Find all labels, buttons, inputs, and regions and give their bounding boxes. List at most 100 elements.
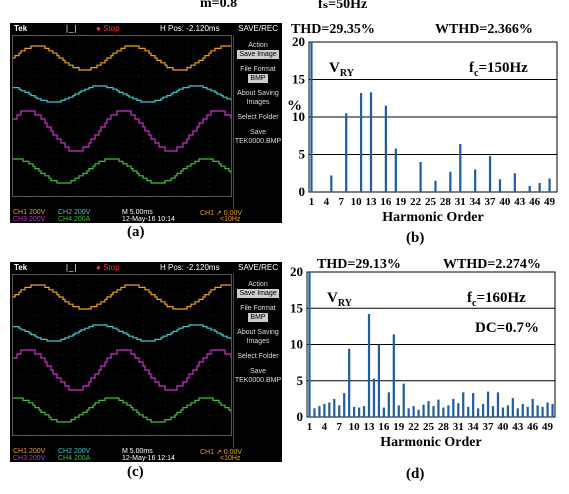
harmonic-bar bbox=[372, 378, 376, 417]
trigger-frequency: <10Hz bbox=[220, 216, 241, 223]
harmonic-bar bbox=[427, 401, 430, 417]
harmonic-bar bbox=[345, 113, 348, 192]
harmonic-bar bbox=[362, 406, 366, 417]
x-tick-label: 16 bbox=[378, 421, 390, 433]
harmonic-bar bbox=[511, 398, 514, 417]
harmonic-bar bbox=[548, 178, 551, 192]
harmonic-bar bbox=[432, 406, 435, 417]
x-tick-label: 28 bbox=[440, 196, 452, 208]
ch2-scale: CH2 200V bbox=[58, 209, 91, 216]
modulation-index: m=0.8 bbox=[200, 0, 238, 11]
harmonic-bar bbox=[318, 406, 321, 417]
harmonic-bar bbox=[526, 406, 529, 417]
harmonic-bar bbox=[402, 383, 405, 417]
y-tick-label: 15 bbox=[292, 72, 306, 87]
y-tick-label: 20 bbox=[290, 264, 303, 279]
x-tick-label: 1 bbox=[309, 196, 315, 208]
harmonic-bar bbox=[481, 403, 485, 417]
harmonic-bar bbox=[467, 406, 470, 417]
harmonic-bar bbox=[333, 398, 336, 417]
stop-indicator: ● Stop bbox=[96, 263, 120, 272]
timestamp: 12-May-16 12:14 bbox=[122, 455, 175, 462]
menu-title: SAVE/REC bbox=[238, 263, 278, 272]
horizontal-position: H Pos: -2.120ms bbox=[160, 263, 220, 272]
x-tick-label: 31 bbox=[453, 421, 464, 433]
harmonic-bar bbox=[343, 393, 346, 417]
x-tick-label: 25 bbox=[423, 421, 435, 433]
menu-action[interactable]: Action Save Image bbox=[237, 281, 279, 298]
harmonic-bar bbox=[546, 402, 549, 417]
x-tick-label: 22 bbox=[408, 421, 420, 433]
menu-select-folder[interactable]: Select Folder bbox=[237, 353, 279, 360]
harmonic-bar bbox=[330, 175, 333, 192]
menu-file-format[interactable]: File Format BMP bbox=[240, 305, 276, 322]
switching-frequency: fₛ=50Hz bbox=[318, 0, 368, 12]
harmonic-bar bbox=[486, 391, 490, 417]
ch1-scale: CH1 200V bbox=[13, 448, 46, 455]
panel-c-label: (c) bbox=[127, 464, 144, 480]
harmonic-bar bbox=[359, 93, 363, 192]
ch1-scale: CH1 200V bbox=[13, 209, 46, 216]
harmonic-bar bbox=[392, 334, 395, 417]
menu-about-saving[interactable]: About Saving Images bbox=[237, 90, 279, 106]
harmonic-bar bbox=[348, 348, 351, 417]
menu-save[interactable]: Save TEK0000.BMP bbox=[234, 129, 282, 145]
scope-a-screen bbox=[12, 35, 232, 197]
harmonic-bar bbox=[477, 408, 480, 417]
y-tick-label: 20 bbox=[292, 34, 305, 49]
harmonic-bar bbox=[496, 392, 500, 417]
x-tick-label: 13 bbox=[366, 196, 378, 208]
harmonic-bar bbox=[528, 186, 531, 192]
menu-file-format[interactable]: File Format BMP bbox=[240, 66, 276, 83]
harmonic-bar bbox=[474, 169, 477, 192]
ch4-scale: CH4 200A bbox=[58, 216, 91, 223]
harmonic-bar bbox=[459, 144, 462, 192]
trigger-level: CH1 ↗ 0.00V bbox=[200, 210, 243, 217]
x-tick-label: 49 bbox=[542, 421, 554, 433]
harmonic-bar bbox=[407, 408, 410, 417]
timestamp: 12-May-16 10:14 bbox=[122, 216, 175, 223]
scope-brand: Tek bbox=[14, 24, 28, 33]
menu-select-folder[interactable]: Select Folder bbox=[237, 114, 279, 121]
trigger-level: CH1 ↗ 0.00V bbox=[200, 449, 243, 456]
x-tick-label: 40 bbox=[499, 196, 511, 208]
ch3-trace bbox=[13, 349, 232, 391]
harmonic-bar bbox=[397, 405, 400, 417]
ch1-trace bbox=[13, 284, 231, 310]
x-tick-label: 49 bbox=[544, 196, 556, 208]
scope-c-topbar: Tek ∣_∣ ● Stop H Pos: -2.120ms SAVE/REC bbox=[10, 262, 282, 274]
wthd-value: WTHD=2.274% bbox=[443, 257, 541, 272]
ch4-trace bbox=[13, 158, 232, 184]
harmonic-bar bbox=[412, 406, 415, 417]
harmonic-bar bbox=[419, 162, 422, 192]
harmonic-bar bbox=[442, 407, 445, 417]
x-tick-label: 19 bbox=[393, 421, 405, 433]
menu-action[interactable]: Action Save Image bbox=[237, 42, 279, 59]
wthd-value: WTHD=2.366% bbox=[435, 22, 533, 37]
x-tick-label: 25 bbox=[425, 196, 437, 208]
ch2-trace bbox=[13, 324, 232, 342]
harmonic-bar bbox=[447, 405, 450, 417]
trigger-frequency: <10Hz bbox=[220, 455, 241, 462]
menu-save[interactable]: Save TEK0000.BMP bbox=[234, 368, 282, 384]
harmonic-bar bbox=[422, 404, 425, 417]
harmonic-bar bbox=[516, 408, 519, 417]
scope-a-topbar: Tek ∣_∣ ● Stop H Pos: -2.120ms SAVE/REC bbox=[10, 23, 282, 35]
menu-about-saving[interactable]: About Saving Images bbox=[237, 329, 279, 345]
ch3-trace bbox=[13, 110, 232, 152]
x-tick-label: 10 bbox=[351, 196, 363, 208]
harmonic-bar bbox=[328, 402, 331, 417]
scope-brand: Tek bbox=[14, 263, 28, 272]
x-tick-label: 22 bbox=[410, 196, 422, 208]
harmonic-bar bbox=[491, 406, 495, 417]
ch1-trace bbox=[13, 45, 231, 71]
harmonic-bar bbox=[323, 403, 326, 417]
scope-c-channel-bar: CH1 200V CH2 200V M 5.00ms CH1 ↗ 0.00V C… bbox=[10, 448, 282, 462]
harmonic-bar bbox=[488, 156, 492, 192]
x-tick-label: 46 bbox=[529, 196, 541, 208]
x-tick-label: 19 bbox=[395, 196, 407, 208]
harmonic-bar bbox=[367, 314, 371, 417]
harmonic-bar bbox=[310, 42, 313, 192]
